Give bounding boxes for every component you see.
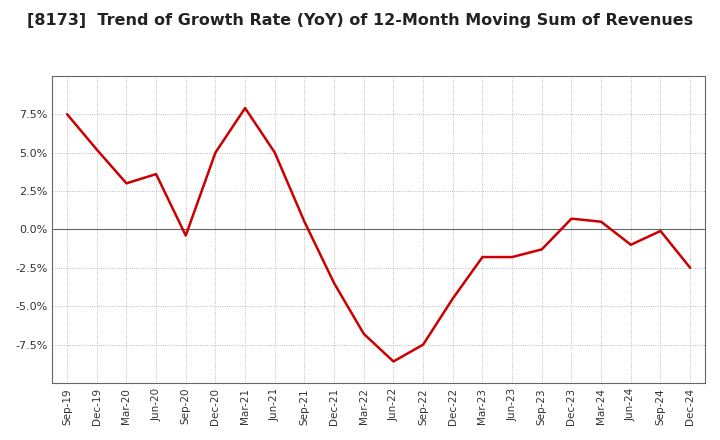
Text: [8173]  Trend of Growth Rate (YoY) of 12-Month Moving Sum of Revenues: [8173] Trend of Growth Rate (YoY) of 12-… [27,13,693,28]
